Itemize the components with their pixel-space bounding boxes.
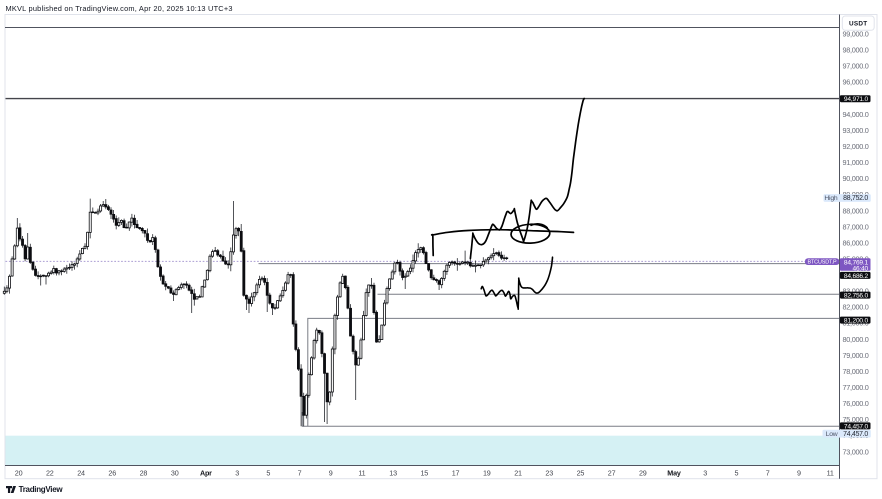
svg-text:11: 11 [827,469,834,478]
svg-text:BTCUSDT.P: BTCUSDT.P [807,260,837,266]
svg-text:27: 27 [608,469,616,478]
svg-text:97,000.0: 97,000.0 [842,62,868,71]
svg-text:9: 9 [797,469,801,478]
svg-text:25: 25 [577,469,585,478]
svg-text:7: 7 [298,469,302,478]
svg-text:26: 26 [108,469,116,478]
svg-text:83,000.0: 83,000.0 [842,287,868,296]
svg-text:15: 15 [420,469,428,478]
svg-text:75,000.0: 75,000.0 [842,415,868,424]
svg-text:90,000.0: 90,000.0 [842,174,868,183]
svg-text:13: 13 [389,469,397,478]
svg-text:82,000.0: 82,000.0 [842,303,868,312]
svg-text:96,000.0: 96,000.0 [842,78,868,87]
svg-text:17: 17 [452,469,460,478]
svg-text:84,769.1: 84,769.1 [844,259,869,266]
svg-text:74,457.0: 74,457.0 [843,431,868,438]
svg-text:Apr: Apr [200,469,212,478]
svg-text:19: 19 [483,469,491,478]
svg-text:30: 30 [171,469,179,478]
svg-text:79,000.0: 79,000.0 [842,351,868,360]
svg-text:3: 3 [703,469,707,478]
svg-text:98,000.0: 98,000.0 [842,46,868,55]
svg-text:93,000.0: 93,000.0 [842,126,868,135]
svg-text:74,457.0: 74,457.0 [844,423,869,430]
svg-text:11: 11 [358,469,365,478]
svg-text:7: 7 [766,469,770,478]
svg-text:94,000.0: 94,000.0 [842,110,868,119]
svg-text:82,756.0: 82,756.0 [844,293,869,300]
svg-text:23: 23 [545,469,553,478]
svg-text:80,000.0: 80,000.0 [842,335,868,344]
svg-text:29: 29 [639,469,647,478]
svg-text:78,000.0: 78,000.0 [842,367,868,376]
svg-text:20: 20 [15,469,23,478]
svg-text:21: 21 [514,469,522,478]
svg-text:46:40: 46:40 [852,265,868,272]
svg-text:77,000.0: 77,000.0 [842,383,868,392]
svg-text:84,686.2: 84,686.2 [844,273,869,280]
svg-text:3: 3 [235,469,239,478]
svg-text:81,200.0: 81,200.0 [844,318,869,325]
svg-text:28: 28 [140,469,148,478]
svg-text:High: High [824,195,838,202]
svg-text:USDT: USDT [849,20,867,27]
svg-text:5: 5 [734,469,738,478]
svg-text:92,000.0: 92,000.0 [842,142,868,151]
svg-text:73,000.0: 73,000.0 [842,447,868,456]
svg-text:91,000.0: 91,000.0 [842,158,868,167]
svg-text:5: 5 [266,469,270,478]
svg-text:22: 22 [46,469,54,478]
svg-text:9: 9 [329,469,333,478]
svg-text:Low: Low [826,431,838,438]
svg-text:88,752.0: 88,752.0 [843,195,868,202]
svg-text:87,000.0: 87,000.0 [842,222,868,231]
svg-text:86,000.0: 86,000.0 [842,238,868,247]
svg-text:99,000.0: 99,000.0 [842,30,868,39]
svg-text:May: May [667,469,681,478]
svg-text:76,000.0: 76,000.0 [842,399,868,408]
svg-text:88,000.0: 88,000.0 [842,206,868,215]
svg-text:24: 24 [77,469,85,478]
svg-text:94,971.0: 94,971.0 [844,96,869,103]
